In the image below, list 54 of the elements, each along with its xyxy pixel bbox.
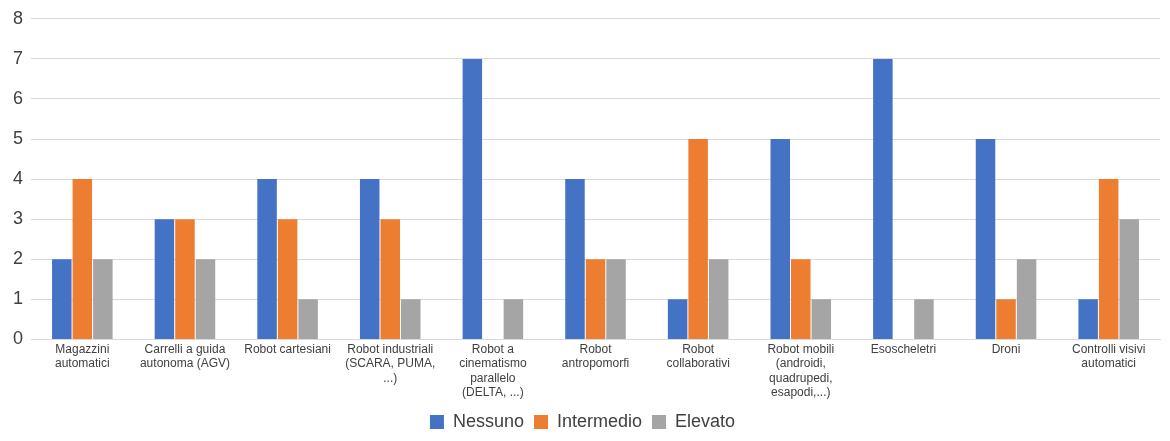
bar (1098, 179, 1119, 339)
bar (791, 259, 811, 339)
bar (277, 219, 298, 339)
bar (462, 58, 483, 339)
y-tick-label: 4 (13, 168, 24, 189)
x-tick-label: Carrelli a guida autonoma (AGV) (139, 341, 230, 371)
y-tick-label: 6 (13, 87, 24, 108)
x-tick-label: Robot mobili (androidi, quadrupedi, esapodi,...) (767, 341, 835, 400)
x-tick-label: Robot a cinematismo parallelo (DELTA, ...) (459, 341, 527, 400)
bar (565, 179, 585, 339)
bar (175, 219, 195, 339)
x-tick-label: Robot industriali (SCARA, PUMA, ...) (345, 341, 436, 385)
x-tick-label: Droni (991, 341, 1021, 356)
y-tick-label: 0 (13, 328, 24, 349)
bar (52, 259, 72, 339)
legend-label: Nessuno (452, 410, 524, 431)
y-tick-label: 1 (13, 288, 24, 309)
y-tick-label: 8 (13, 7, 24, 28)
bar (667, 299, 688, 339)
bar (585, 259, 606, 339)
bar (359, 179, 380, 339)
y-tick-label: 7 (13, 47, 24, 68)
x-tick-label: Magazzini automatici (54, 341, 110, 371)
bar (72, 179, 93, 339)
bar (811, 299, 832, 339)
legend-label: Intermedio (556, 410, 643, 431)
x-tick-label: Robot collaborativi (666, 341, 730, 371)
x-tick-label: Controlli visivi automatici (1072, 341, 1146, 371)
bar (975, 139, 996, 339)
bar (298, 299, 318, 339)
bar (93, 259, 113, 339)
bar (380, 219, 400, 339)
bar (770, 139, 790, 339)
x-tick-label: Esoscheletri (870, 341, 937, 356)
y-tick-label: 5 (13, 127, 24, 148)
legend-label: Elevato (675, 410, 736, 431)
bar (606, 259, 626, 339)
bar (873, 58, 893, 339)
bar (195, 259, 216, 339)
bar (1016, 259, 1037, 339)
x-tick-label: Robot antropomorfi (561, 341, 630, 371)
bar (914, 299, 934, 339)
bar (688, 139, 708, 339)
bar (996, 299, 1016, 339)
bar (401, 299, 421, 339)
y-tick-label: 3 (13, 208, 24, 229)
bar (1078, 299, 1098, 339)
y-tick-label: 2 (13, 248, 24, 269)
bar (154, 219, 175, 339)
x-tick-label: Robot cartesiani (244, 341, 331, 356)
bar (708, 259, 729, 339)
bar (503, 299, 524, 339)
bar (1119, 219, 1139, 339)
bar (257, 179, 277, 339)
